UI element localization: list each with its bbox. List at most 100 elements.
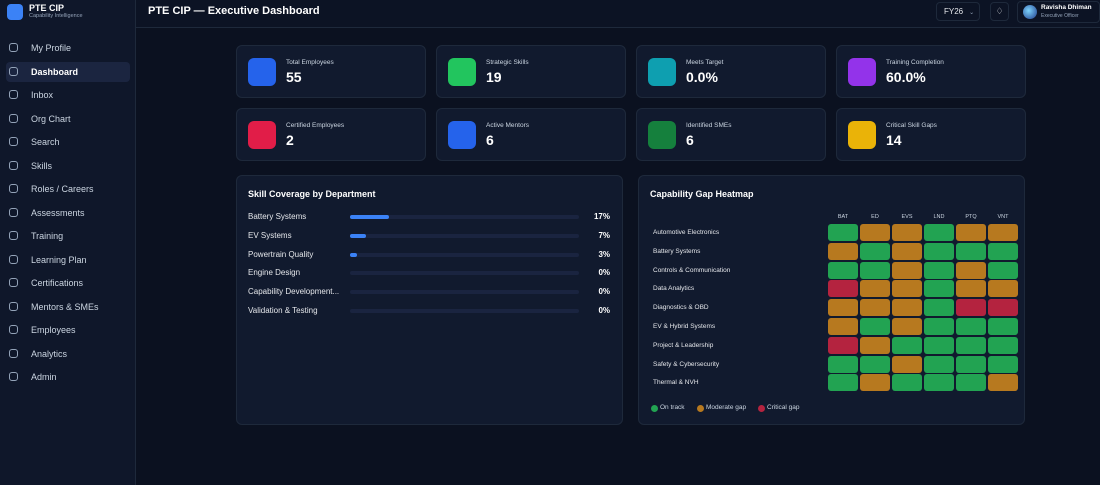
heat-cell [892,242,922,260]
row-label: Thermal & NVH [653,379,699,387]
bar-track [350,271,579,276]
kpi-value: 19 [486,69,502,85]
kpi-label: Critical Skill Gaps [886,122,937,129]
nav-icon [9,184,18,193]
nav-icon [9,231,18,240]
kpi-value: 6 [486,132,494,148]
kpi-card: Identified SMEs 6 [636,108,826,161]
heat-cell [828,242,858,260]
nav-item[interactable]: Inbox [6,85,130,105]
nav-item[interactable]: Certifications [6,273,130,293]
heat-cell [988,280,1018,298]
heat-cell [988,299,1018,317]
heat-cell [860,355,890,373]
heat-cell [828,355,858,373]
coverage-value: 0% [598,268,610,278]
heat-cell [924,336,954,354]
heat-cell [924,261,954,279]
kpi-card: Certified Employees 2 [236,108,426,161]
heat-cell [956,336,986,354]
nav-item[interactable]: Org Chart [6,109,130,129]
user-menu[interactable]: Ravisha Dhiman Executive Officer [1017,1,1100,23]
coverage-bar [350,233,367,238]
kpi-value: 0.0% [686,69,718,85]
period-select[interactable]: FY26 ⌄ [936,2,980,21]
coverage-value: 0% [598,306,610,315]
kpi-icon [848,121,876,149]
column-header: ED [871,214,879,220]
heat-cell [988,261,1018,279]
heat-cell [924,280,954,298]
heat-cell [988,336,1018,354]
heat-cell [988,224,1018,241]
heat-cell [956,242,986,260]
bar-track [350,252,579,257]
nav-icon [9,372,18,381]
kpi-card: Meets Target 0.0% [636,45,826,98]
kpi-label: Meets Target [686,59,724,66]
heat-cell [956,299,986,317]
nav-item[interactable]: Roles / Careers [6,179,130,199]
heat-cell [956,374,986,392]
nav-item[interactable]: Employees [6,320,130,340]
nav-item[interactable]: Dashboard [6,61,130,82]
nav-icon [9,325,18,334]
heat-cell [860,336,890,354]
heat-cell [892,224,922,241]
kpi-value: 55 [286,69,302,85]
heat-cell [892,374,922,392]
column-header: PTQ [965,214,977,220]
kpi-icon [648,58,676,86]
kpi-card: Critical Skill Gaps 14 [836,108,1026,161]
heat-cell [956,280,986,298]
skill-coverage-panel: Skill Coverage by Department Battery Sys… [236,175,623,425]
nav-icon [9,66,18,76]
nav-item[interactable]: Admin [6,367,130,387]
department-name: Battery Systems [248,212,307,221]
kpi-icon [848,58,876,86]
nav-item[interactable]: Analytics [6,344,130,364]
nav-item[interactable]: Skills [6,156,130,176]
legend-label: Critical gap [767,404,800,411]
kpi-card: Training Completion 60.0% [836,45,1026,98]
column-header: LND [933,214,945,220]
nav-item[interactable]: Training [6,226,130,246]
coverage-value: 17% [593,212,610,221]
heat-cell [892,336,922,354]
caret: ⌄ [969,10,975,16]
nav-icon [9,278,18,287]
heat-cell [988,374,1018,392]
nav-item[interactable]: Search [6,132,130,152]
heat-cell [924,299,954,317]
heat-cell [956,318,986,335]
coverage-value: 7% [598,230,610,240]
nav-item[interactable]: My Profile [6,38,130,58]
legend-label: On track [660,404,685,411]
heat-cell [860,280,890,298]
kpi-value: 2 [286,132,294,148]
heat-cell [956,224,986,241]
heat-cell [988,355,1018,373]
nav-icon [9,254,18,264]
department-name: Capability Development... [248,287,340,297]
notifications-button[interactable]: ♢ [990,2,1009,21]
nav-icon [9,207,18,217]
kpi-label: Identified SMEs [686,122,732,129]
nav-item[interactable]: Assessments [6,203,130,223]
brand-tagline: Capability Intelligence [29,13,83,19]
coverage-bar [350,215,389,219]
heatmap-panel: Capability Gap Heatmap BAT ED EVS LND PTQ VNT… [638,175,1025,425]
column-header: BAT [837,214,849,220]
legend-label: Moderate gap [706,404,747,411]
kpi-card: Total Employees 55 [236,45,426,98]
nav-icon [9,113,18,123]
kpi-label: Training Completion [886,59,944,66]
heat-cell [828,299,858,317]
nav-item[interactable]: Mentors & SMEs [6,297,130,317]
heat-cell [892,318,922,335]
heat-cell [924,355,954,373]
heat-cell [892,261,922,279]
row-label: Automotive Electronics [653,229,720,236]
nav-item[interactable]: Learning Plan [6,250,130,270]
